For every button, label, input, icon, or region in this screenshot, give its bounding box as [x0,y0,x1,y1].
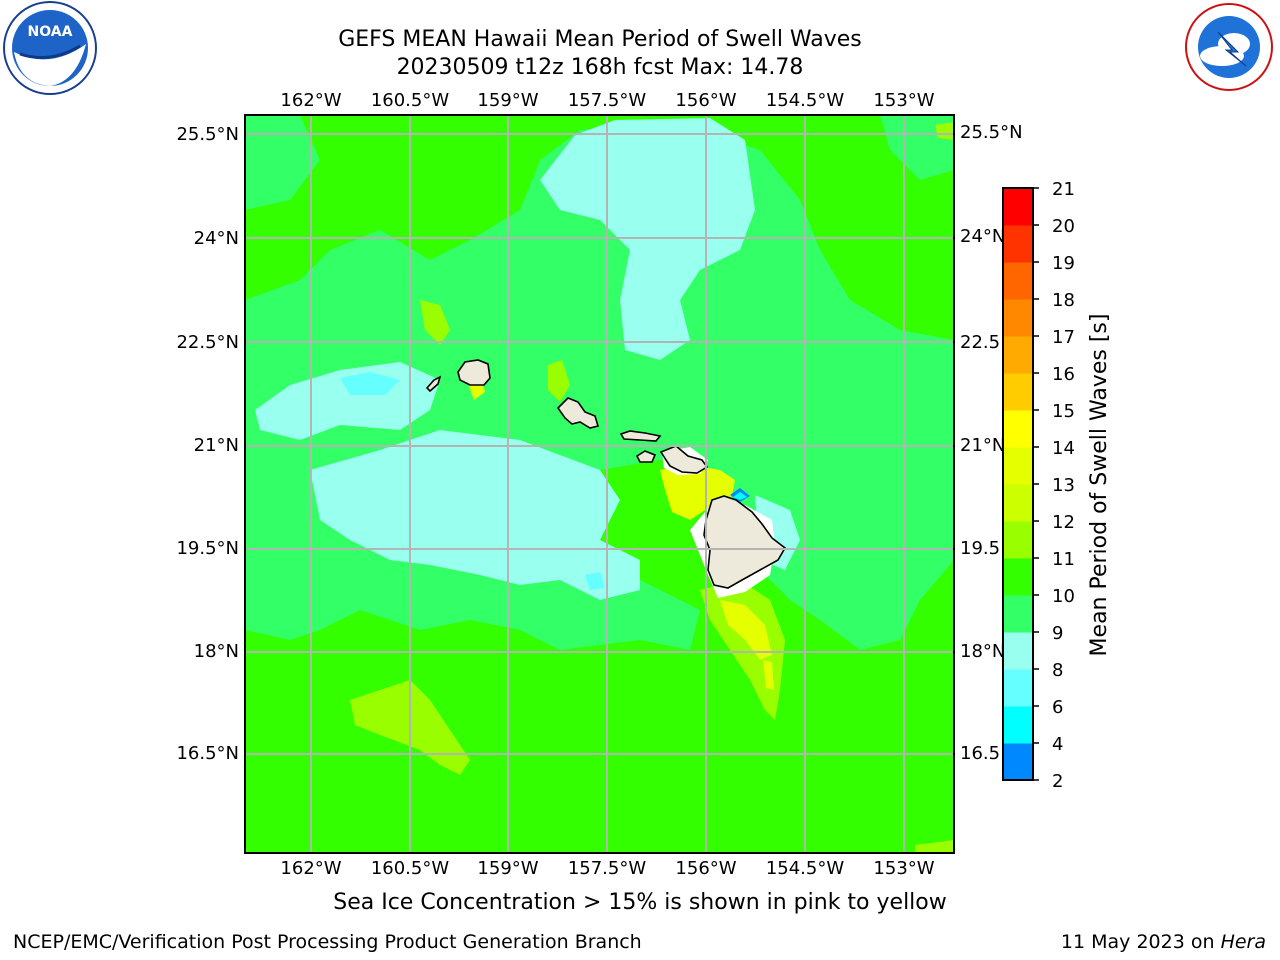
colorbar-tick-label: 2 [1052,771,1063,792]
lon-tick-bottom: 154.5°W [766,858,845,879]
footer-machine: Hera [1220,931,1266,953]
lon-tick-top: 153°W [873,90,934,111]
noaa-logo-text: NOAA [28,24,73,40]
map-subtitle: 20230509 t12z 168h fcst Max: 14.78 [396,55,804,80]
lon-tick-bottom: 156°W [675,858,736,879]
colorbar-segment [1003,706,1033,744]
lon-tick-top: 160.5°W [371,90,450,111]
colorbar-segment [1003,188,1033,226]
lon-tick-bottom: 159°W [477,858,538,879]
lat-tick-right: 22.5 [960,332,1000,353]
lon-tick-top: 162°W [280,90,341,111]
lon-tick-bottom: 157.5°W [568,858,647,879]
lat-tick-right: 25.5°N [960,122,1023,143]
colorbar-segment [1003,299,1033,337]
colorbar-tick-label: 4 [1052,734,1063,755]
graticule [245,115,954,853]
lon-tick-bottom: 162°W [280,858,341,879]
colorbar-tick-label: 17 [1052,327,1075,348]
colorbar-tick-label: 16 [1052,364,1075,385]
lat-tick-right: 18°N [960,641,1005,662]
nws-logo [1185,3,1273,91]
colorbar-segment [1003,484,1033,522]
colorbar-tick-label: 18 [1052,290,1075,311]
footer-date: 11 May 2023 on Hera [1061,931,1266,953]
lat-tick-left: 18°N [194,641,239,662]
lat-tick-right: 19.5 [960,538,1000,559]
colorbar-segment [1003,336,1033,374]
colorbar-segment [1003,373,1033,411]
lat-tick-right: 21°N [960,435,1005,456]
colorbar-tick-label: 13 [1052,475,1075,496]
noaa-logo: NOAA [3,1,97,95]
colorbar-tick-label: 21 [1052,179,1075,200]
lat-tick-left: 21°N [194,435,239,456]
map-title: GEFS MEAN Hawaii Mean Period of Swell Wa… [338,27,862,52]
colorbar-segment [1003,521,1033,559]
colorbar-segment [1003,262,1033,300]
lon-tick-top: 157.5°W [568,90,647,111]
lat-labels-left: 25.5°N 24°N 22.5°N 21°N 19.5°N 18°N 16.5… [176,124,239,764]
colorbar-tick-label: 8 [1052,660,1063,681]
hawaiian-islands [425,359,787,589]
colorbar-tick-label: 9 [1052,623,1063,644]
lon-tick-top: 156°W [675,90,736,111]
colorbar-segment [1003,595,1033,633]
lon-labels-top: 162°W 160.5°W 159°W 157.5°W 156°W 154.5°… [280,90,934,111]
colorbar-segment [1003,669,1033,707]
footer-date-text: 11 May 2023 on [1060,931,1221,953]
sea-ice-note: Sea Ice Concentration > 15% is shown in … [333,890,947,915]
colorbar-tick-label: 19 [1052,253,1075,274]
colorbar-tick-label: 20 [1052,216,1075,237]
colorbar-tick-label: 14 [1052,438,1075,459]
lat-tick-right: 16.5 [960,743,1000,764]
lon-tick-bottom: 160.5°W [371,858,450,879]
map-frame [244,114,955,854]
colorbar-segment [1003,225,1033,263]
colorbar-tick-label: 11 [1052,549,1075,570]
lat-tick-right: 24°N [960,226,1005,247]
colorbar-segment [1003,558,1033,596]
lat-labels-right: 25.5°N 24°N 22.5 21°N 19.5 18°N 16.5 [960,122,1023,764]
colorbar-tick-label: 10 [1052,586,1075,607]
swell-period-field [245,115,954,853]
lon-tick-top: 159°W [477,90,538,111]
lat-tick-left: 16.5°N [176,743,239,764]
colorbar-tick-label: 6 [1052,697,1063,718]
colorbar-segment [1003,447,1033,485]
colorbar-segment [1003,632,1033,670]
lon-tick-bottom: 153°W [873,858,934,879]
lat-tick-left: 25.5°N [176,124,239,145]
colorbar-segment [1003,410,1033,448]
lat-tick-left: 24°N [194,228,239,249]
footer-credit: NCEP/EMC/Verification Post Processing Pr… [13,931,642,953]
lat-tick-left: 19.5°N [176,538,239,559]
colorbar-tick-label: 15 [1052,401,1075,422]
colorbar: 21 20 19 18 17 16 15 14 13 12 11 10 9 8 6 4 2 [1002,179,1075,792]
lon-labels-bottom: 162°W 160.5°W 159°W 157.5°W 156°W 154.5°… [280,858,934,879]
lon-tick-top: 154.5°W [766,90,845,111]
colorbar-segment [1003,743,1033,781]
lat-tick-left: 22.5°N [176,332,239,353]
colorbar-tick-label: 12 [1052,512,1075,533]
colorbar-label: Mean Period of Swell Waves [s] [1087,314,1112,657]
